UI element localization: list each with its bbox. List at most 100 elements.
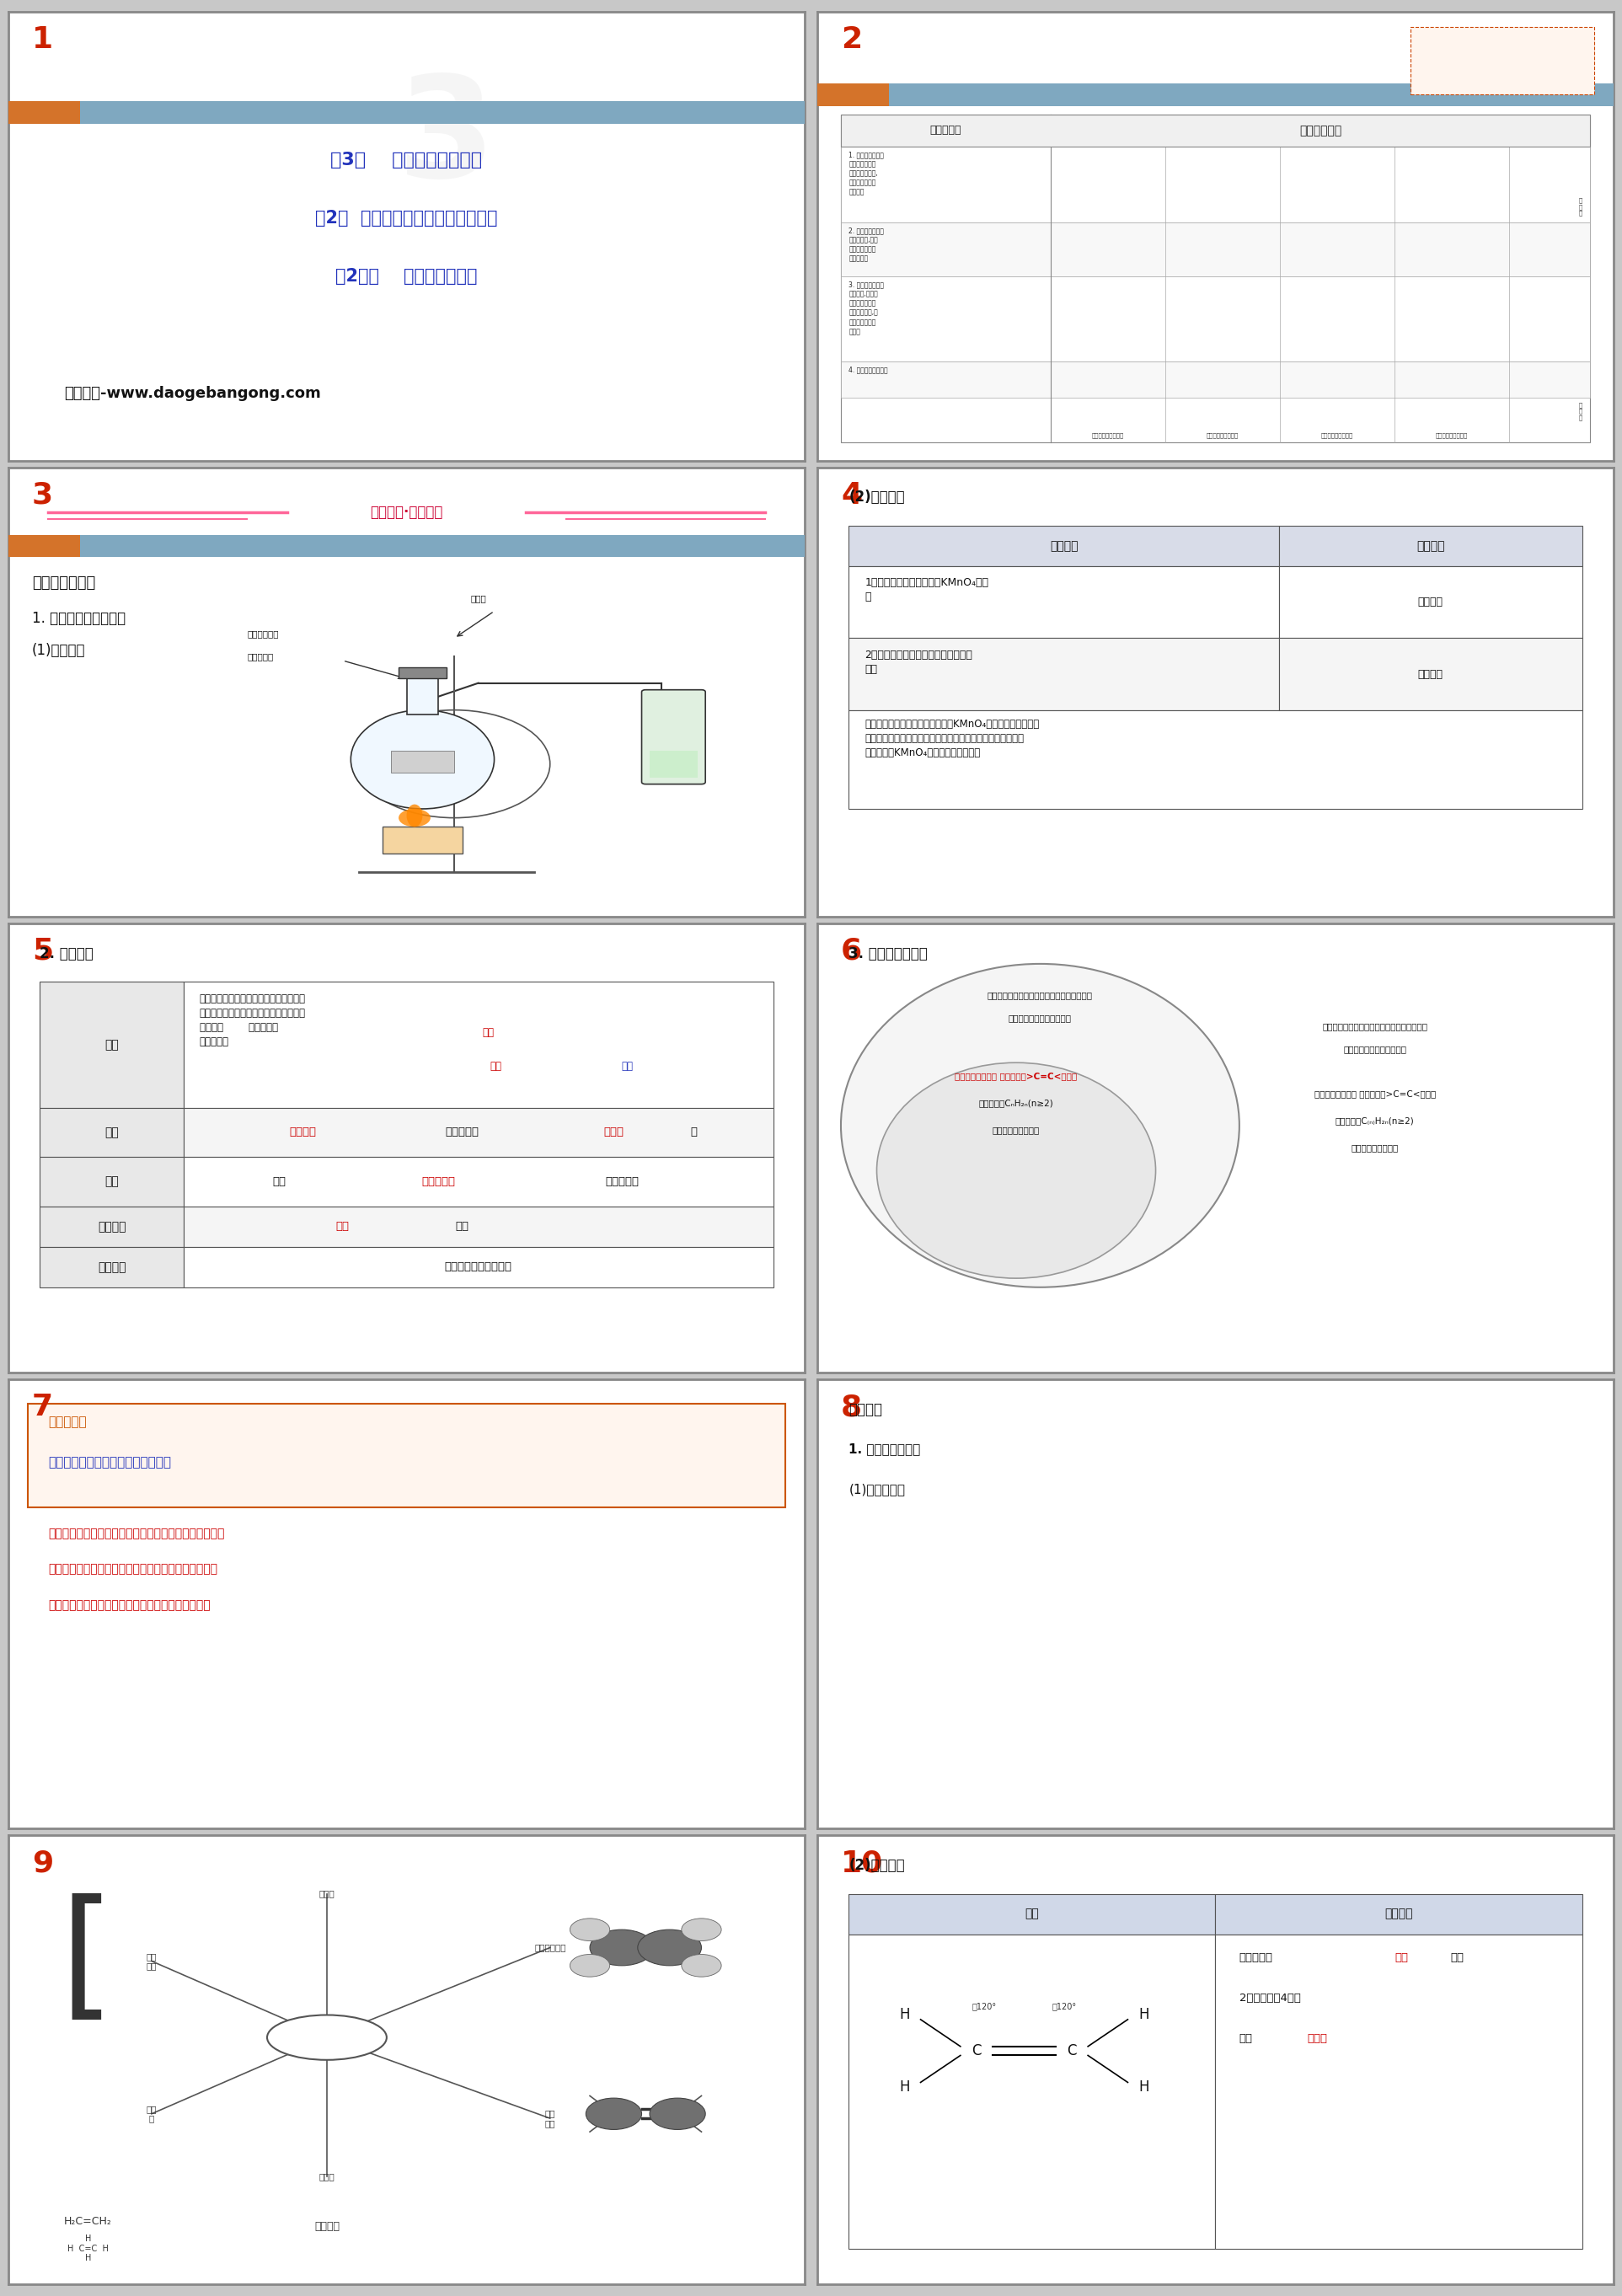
Text: 石油分馏: 石油分馏 (289, 1127, 316, 1139)
Text: H: H (1139, 2007, 1148, 2023)
FancyBboxPatch shape (1411, 28, 1594, 94)
Text: 2. 通过乙烯的分子
结构的学习,进一
步认识有机物分
子的结构。: 2. 通过乙烯的分子 结构的学习,进一 步认识有机物分 子的结构。 (848, 227, 884, 262)
FancyBboxPatch shape (183, 1157, 774, 1205)
FancyBboxPatch shape (840, 115, 1590, 147)
Text: 球棍
模型: 球棍 模型 (545, 2110, 555, 2128)
Text: 溶液褪色: 溶液褪色 (1418, 597, 1444, 608)
Text: 丙烯: 丙烯 (621, 1061, 634, 1072)
Text: C: C (972, 2043, 981, 2060)
Text: 不饱和烃：碳原子所结合的氢原子数少于饱和: 不饱和烃：碳原子所结合的氢原子数少于饱和 (988, 992, 1093, 999)
Text: ）: ） (689, 1127, 697, 1139)
Text: 结构
简式: 结构 简式 (146, 1952, 157, 1970)
Text: 图示: 图示 (1025, 1908, 1040, 1919)
FancyBboxPatch shape (41, 983, 183, 1107)
Text: H: H (1139, 2080, 1148, 2094)
Text: 2个碳原子和4个氢: 2个碳原子和4个氢 (1239, 1993, 1301, 2004)
Text: 乙烯、丙烯: 乙烯、丙烯 (422, 1176, 456, 1187)
FancyBboxPatch shape (183, 1247, 774, 1288)
Text: 第2课时    石油裂解与乙烯: 第2课时 石油裂解与乙烯 (336, 269, 477, 285)
Text: 1. 通过石油的裂解
的学习进一步了
解石油加工工艺,
并认识石油裂解
的产物。: 1. 通过石油的裂解 的学习进一步了 解石油加工工艺, 并认识石油裂解 的产物。 (848, 152, 884, 195)
Ellipse shape (840, 964, 1239, 1288)
Text: 新课程标准: 新课程标准 (929, 124, 962, 135)
Text: H: H (899, 2080, 910, 2094)
Text: 1: 1 (32, 25, 54, 53)
Text: 石油气: 石油气 (603, 1127, 624, 1139)
Text: 最简单的烯烃：乙烯: 最简单的烯烃：乙烯 (1351, 1143, 1398, 1153)
Text: 参考教材相关内容，
完成填写学业质量水
平中出现的学习要求，
以便更好地了解，
可在前侧完成。: 参考教材相关内容， 完成填写学业质量水 平中出现的学习要求， 以便更好地了解， … (1486, 53, 1518, 80)
FancyBboxPatch shape (28, 1405, 785, 1508)
Text: 7: 7 (32, 1394, 54, 1421)
FancyBboxPatch shape (848, 638, 1280, 709)
Text: 1. 分子组成与结构: 1. 分子组成与结构 (848, 1442, 921, 1456)
Text: 电子式: 电子式 (320, 2172, 334, 2181)
Text: 温馨提示: 温馨提示 (1494, 39, 1510, 46)
Ellipse shape (878, 1063, 1155, 1279)
Text: 最简单的烯烃：乙烯: 最简单的烯烃：乙烯 (993, 1125, 1040, 1134)
Text: 构，: 构， (1450, 1952, 1465, 1963)
Text: 2. 石油裂解: 2. 石油裂解 (41, 946, 94, 962)
FancyBboxPatch shape (183, 1205, 774, 1247)
Text: 道格办公-www.daogebangong.com: 道格办公-www.daogebangong.com (63, 386, 321, 402)
Text: 原子: 原子 (1239, 2032, 1252, 2043)
FancyBboxPatch shape (399, 668, 446, 680)
FancyBboxPatch shape (840, 363, 1590, 397)
Text: 变化类型: 变化类型 (97, 1221, 127, 1233)
Circle shape (586, 2099, 642, 2131)
Text: 10: 10 (840, 1848, 884, 1878)
Circle shape (681, 1919, 722, 1940)
FancyBboxPatch shape (383, 827, 462, 854)
Text: 宏观辨识与微观探析: 宏观辨识与微观探析 (1092, 432, 1124, 439)
Text: (1)实验装置: (1)实验装置 (32, 643, 86, 657)
FancyBboxPatch shape (848, 709, 1581, 808)
Text: 约120°: 约120° (972, 2002, 996, 2011)
FancyBboxPatch shape (41, 1107, 183, 1157)
Text: (2)实验现象: (2)实验现象 (848, 489, 905, 505)
FancyBboxPatch shape (1280, 567, 1581, 638)
FancyBboxPatch shape (391, 751, 454, 774)
Text: 乙烯分子为: 乙烯分子为 (1239, 1952, 1273, 1963)
Text: 结论：石蜡油分解产生了能使酸性KMnO₄溶液、溴的四氯化碳
溶液褪色的气态产物，由此可知产物中含有与烷烃性质（烷烃
不能使酸性KMnO₄溶液褪色）不同的烃: 结论：石蜡油分解产生了能使酸性KMnO₄溶液、溴的四氯化碳 溶液褪色的气态产物，… (865, 719, 1040, 758)
Text: 深度裂化。二者目的不同，裂化是为了提高轻质液态燃: 深度裂化。二者目的不同，裂化是为了提高轻质液态燃 (49, 1564, 217, 1575)
Text: 乙烯: 乙烯 (490, 1061, 503, 1072)
Text: 溶液褪色: 溶液褪色 (1418, 668, 1444, 680)
Text: 【微思考】: 【微思考】 (49, 1414, 86, 1428)
Ellipse shape (407, 804, 422, 827)
Text: H₂C=CH₂: H₂C=CH₂ (63, 2216, 112, 2227)
Text: [: [ (41, 1892, 125, 2030)
Text: 原理: 原理 (105, 1038, 118, 1052)
Text: 4. 了解乙烯的用途。: 4. 了解乙烯的用途。 (848, 367, 889, 374)
Text: H: H (899, 2007, 910, 2023)
Circle shape (681, 1954, 722, 1977)
Text: 烯烃：分子中含有 碳碳双键（>C=C<）的烃: 烯烃：分子中含有 碳碳双键（>C=C<）的烃 (1314, 1091, 1435, 1097)
Text: 目的: 目的 (105, 1176, 118, 1187)
Text: 一、石油的裂解: 一、石油的裂解 (32, 576, 96, 590)
Text: 第2节  从化石燃料中获取有机化合物: 第2节 从化石燃料中获取有机化合物 (315, 209, 498, 227)
FancyBboxPatch shape (642, 689, 706, 785)
Text: 空间结构: 空间结构 (1385, 1908, 1413, 1919)
FancyBboxPatch shape (183, 1107, 774, 1157)
FancyBboxPatch shape (840, 223, 1590, 276)
Text: 2: 2 (840, 25, 861, 53)
FancyBboxPatch shape (848, 526, 1280, 567)
Text: 分子通式：C₍ₙ₎H₂ₙ(n≥2): 分子通式：C₍ₙ₎H₂ₙ(n≥2) (1335, 1116, 1414, 1125)
Text: 化学: 化学 (336, 1221, 350, 1233)
FancyBboxPatch shape (889, 83, 1614, 106)
FancyBboxPatch shape (840, 147, 1590, 223)
Text: 3. 不饱和烃与烯烃: 3. 不饱和烃与烯烃 (848, 946, 928, 962)
FancyBboxPatch shape (1215, 1933, 1581, 2248)
Text: 等
级
考: 等 级 考 (1578, 197, 1581, 216)
Text: 平面: 平面 (1395, 1952, 1408, 1963)
Text: 碎瓷片: 碎瓷片 (470, 595, 487, 602)
Ellipse shape (268, 2016, 386, 2060)
Ellipse shape (399, 808, 430, 827)
Text: 分子式: 分子式 (320, 1890, 334, 1899)
FancyBboxPatch shape (41, 1205, 183, 1247)
Text: 石油的裂化和裂解有何区别和联系？: 石油的裂化和裂解有何区别和联系？ (49, 1456, 170, 1469)
Text: 学业质量水平: 学业质量水平 (1299, 124, 1341, 135)
Text: 9: 9 (32, 1848, 54, 1878)
FancyBboxPatch shape (8, 101, 79, 124)
Text: 科学态度与社会责任: 科学态度与社会责任 (1435, 432, 1468, 439)
Text: 第3章    简单的有机化合物: 第3章 简单的有机化合物 (331, 152, 482, 168)
Text: 碳碳双键: 碳碳双键 (315, 2220, 339, 2232)
Text: 烯烃：分子中含有 碳碳双键（>C=C<）的烃: 烯烃：分子中含有 碳碳双键（>C=C<）的烃 (955, 1072, 1077, 1081)
